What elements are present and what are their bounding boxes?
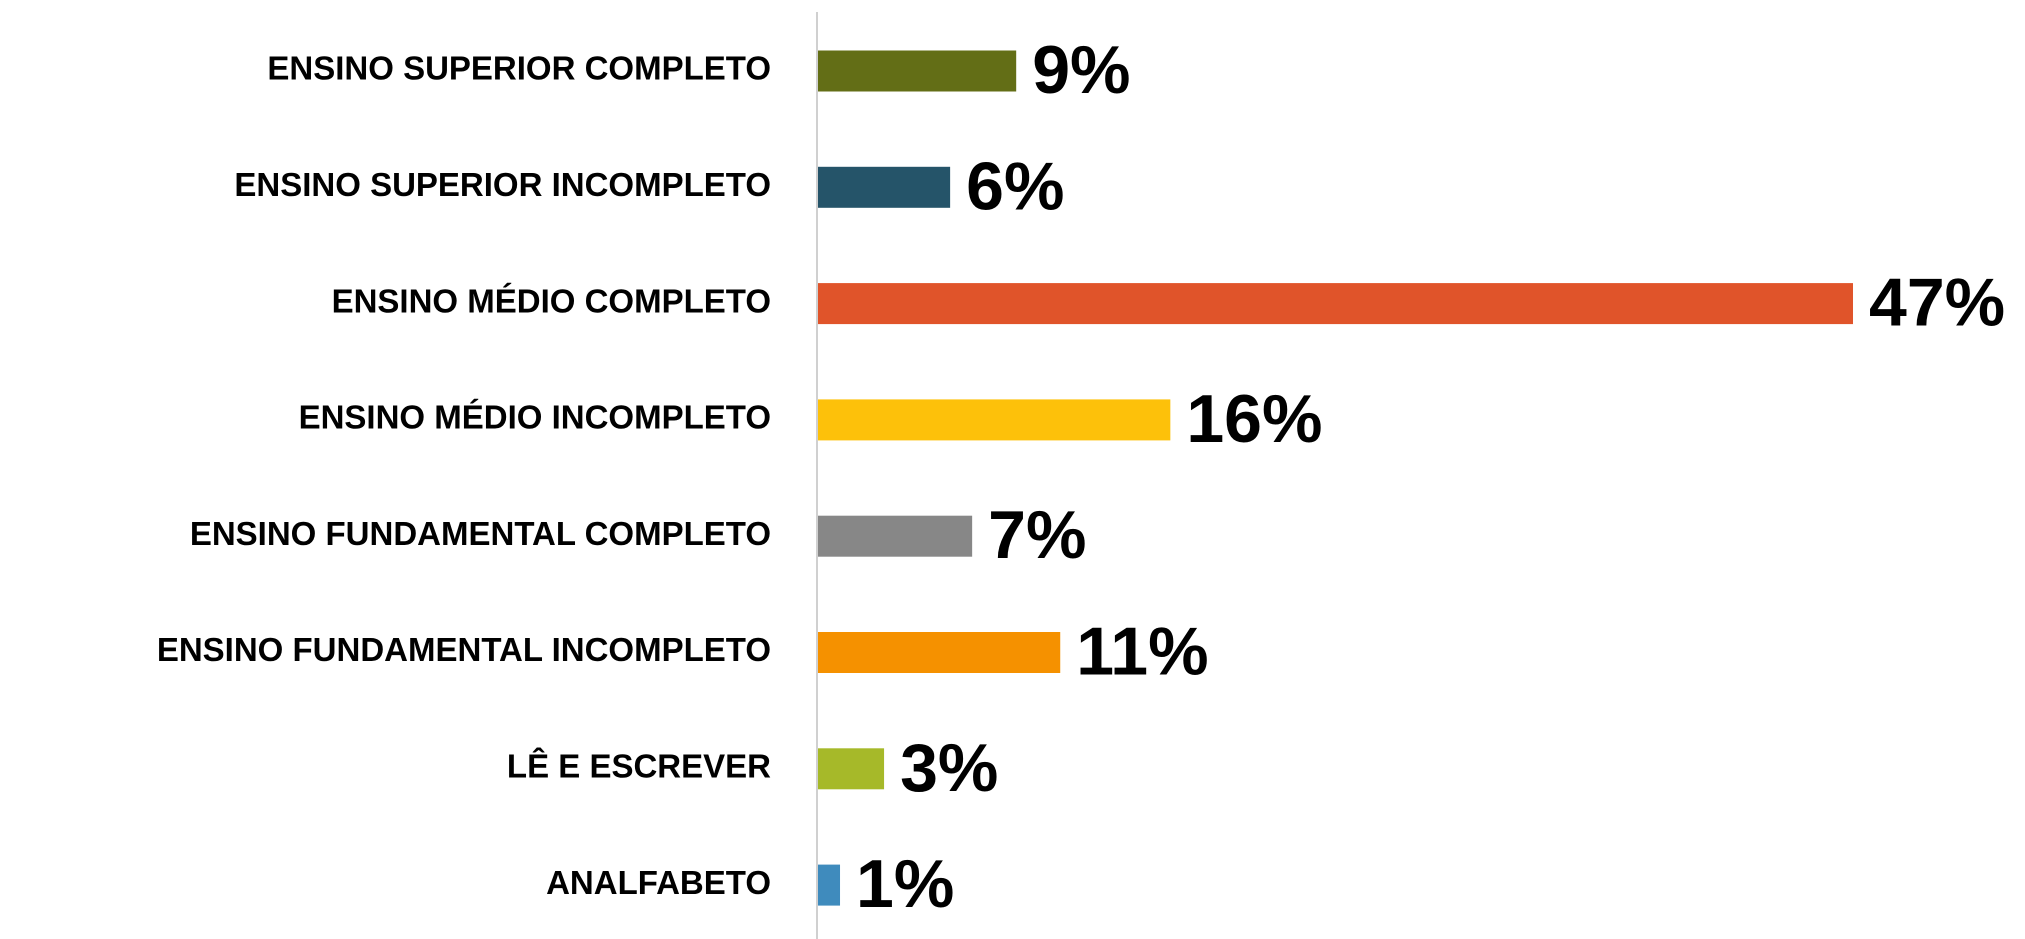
value-label: 3% [900,730,998,806]
category-label: ENSINO SUPERIOR INCOMPLETO [234,166,771,203]
category-label: ENSINO SUPERIOR COMPLETO [267,50,771,87]
value-label: 1% [856,846,954,922]
category-label: ENSINO FUNDAMENTAL COMPLETO [190,515,771,552]
value-label: 6% [966,148,1064,224]
bar [818,748,885,790]
value-label: 9% [1032,32,1130,108]
bar [818,166,951,208]
bar [818,632,1061,673]
value-label: 7% [988,497,1086,573]
value-label: 47% [1869,265,2005,341]
category-label: LÊ E ESCREVER [507,748,771,785]
bar [818,399,1171,441]
bar [818,515,973,557]
value-label: 11% [1076,613,1208,689]
category-label: ENSINO FUNDAMENTAL INCOMPLETO [157,631,771,668]
bar [818,864,841,906]
value-label: 16% [1186,381,1322,457]
bar [818,283,1853,325]
category-label: ENSINO MÉDIO COMPLETO [332,282,771,319]
category-label: ENSINO MÉDIO INCOMPLETO [299,399,771,436]
category-label: ANALFABETO [546,864,771,901]
bar [818,50,1017,92]
